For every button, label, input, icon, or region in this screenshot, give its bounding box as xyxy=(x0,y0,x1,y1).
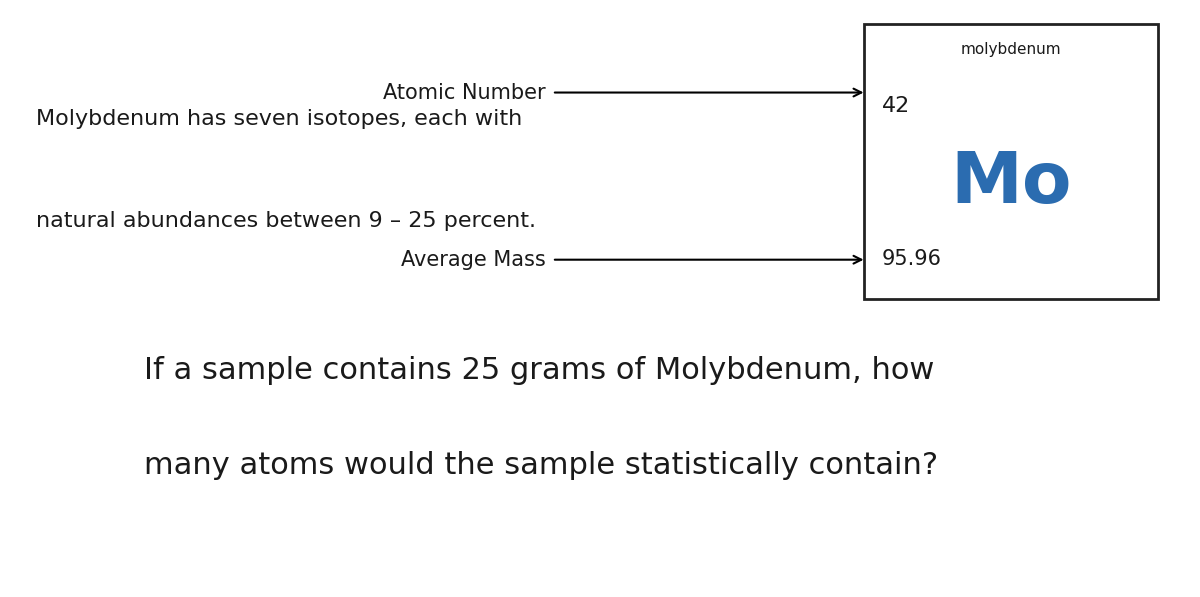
Text: Atomic Number: Atomic Number xyxy=(383,82,546,103)
FancyBboxPatch shape xyxy=(864,24,1158,298)
Text: If a sample contains 25 grams of Molybdenum, how: If a sample contains 25 grams of Molybde… xyxy=(144,356,935,384)
Text: molybdenum: molybdenum xyxy=(961,42,1061,57)
Text: many atoms would the sample statistically contain?: many atoms would the sample statisticall… xyxy=(144,451,938,480)
Text: 95.96: 95.96 xyxy=(882,248,942,269)
Text: Average Mass: Average Mass xyxy=(401,250,546,270)
Text: 42: 42 xyxy=(882,96,911,116)
Text: natural abundances between 9 – 25 percent.: natural abundances between 9 – 25 percen… xyxy=(36,211,536,231)
Text: Mo: Mo xyxy=(950,149,1072,218)
Text: Molybdenum has seven isotopes, each with: Molybdenum has seven isotopes, each with xyxy=(36,109,522,130)
